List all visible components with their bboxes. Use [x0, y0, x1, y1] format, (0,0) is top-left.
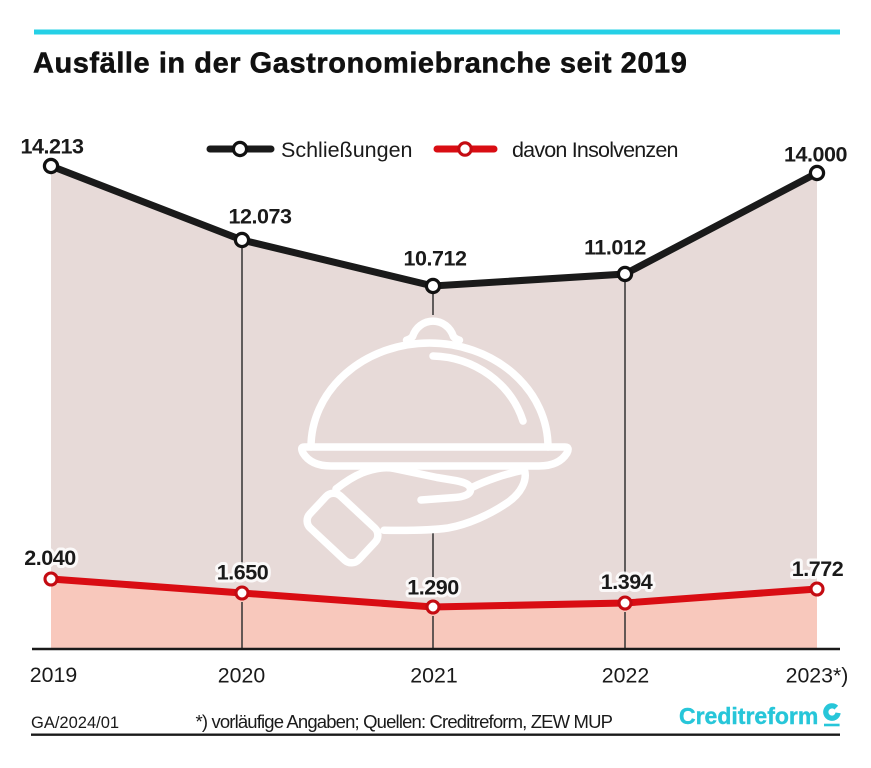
svg-text:2019: 2019: [30, 663, 77, 687]
svg-text:Creditreform: Creditreform: [679, 703, 818, 729]
svg-text:1.394: 1.394: [601, 570, 653, 594]
svg-text:1.290: 1.290: [407, 576, 459, 600]
svg-text:1.394: 1.394: [601, 570, 653, 594]
svg-text:2020: 2020: [218, 664, 266, 688]
svg-text:1.772: 1.772: [792, 557, 844, 581]
svg-text:Ausfälle in der Gastronomiebra: Ausfälle in der Gastronomiebranche seit …: [33, 48, 687, 80]
svg-text:2023*): 2023*): [786, 664, 849, 688]
svg-text:1.650: 1.650: [217, 561, 269, 585]
svg-text:*) vorläufige Angaben; Quellen: *) vorläufige Angaben; Quellen: Creditre…: [196, 711, 613, 732]
svg-text:14.213: 14.213: [20, 135, 84, 159]
svg-text:2022: 2022: [602, 664, 649, 688]
svg-text:14.000: 14.000: [784, 143, 848, 167]
svg-text:10.712: 10.712: [403, 247, 467, 271]
svg-text:1.650: 1.650: [217, 561, 269, 585]
svg-text:1.772: 1.772: [792, 557, 844, 581]
svg-text:1.290: 1.290: [407, 576, 459, 600]
svg-text:Schließungen: Schließungen: [281, 138, 412, 162]
svg-text:12.073: 12.073: [228, 205, 292, 229]
svg-text:2021: 2021: [410, 664, 457, 688]
svg-text:davon Insolvenzen: davon Insolvenzen: [512, 138, 678, 162]
svg-text:11.012: 11.012: [584, 236, 646, 260]
svg-text:2.040: 2.040: [24, 546, 76, 570]
svg-text:GA/2024/01: GA/2024/01: [31, 714, 119, 732]
svg-text:2.040: 2.040: [24, 546, 76, 570]
